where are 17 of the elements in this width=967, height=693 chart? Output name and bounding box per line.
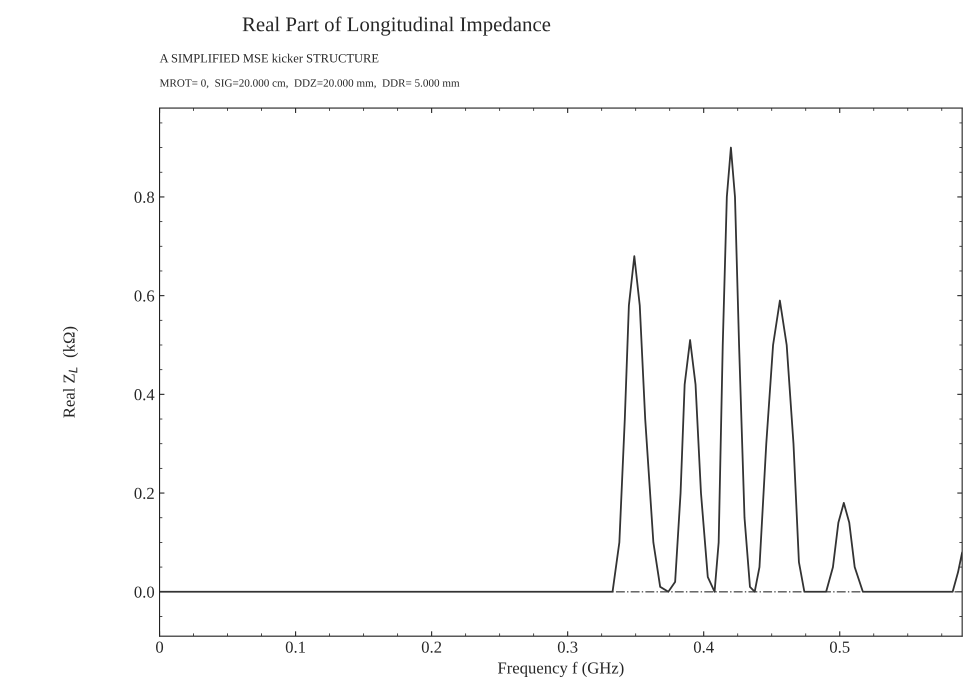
- line-series: [160, 146, 962, 593]
- x-tick-label: 0.4: [694, 642, 714, 653]
- x-tick-label: 0.1: [286, 642, 306, 653]
- x-tick-label: 0.3: [558, 642, 578, 653]
- y-tick-label: 0.8: [134, 192, 154, 203]
- y-tick-label: 0.2: [134, 488, 154, 500]
- x-tick-label: 0.2: [422, 642, 442, 653]
- x-tick-label: 0.5: [830, 642, 850, 653]
- y-axis-title: Real Z$_{L}$ (kΩ): [62, 326, 78, 418]
- chart-subtitle: A SIMPLIFIED MSE kicker STRUCTURE: [160, 54, 378, 62]
- chart-title: Real Part of Longitudinal Impedance: [242, 16, 550, 36]
- text: MROT= 0, SIG=20.000 cm, DDZ=20.000 mm, DDR= 5.000 mm: [160, 79, 460, 88]
- y-tick-label: 0.0: [134, 586, 154, 598]
- y-tick-label: 0.6: [134, 290, 154, 302]
- y-tick-label: 0.4: [134, 389, 154, 400]
- x-tick-label: 0: [156, 642, 164, 653]
- x-axis-title: Frequency f (GHz): [498, 662, 624, 678]
